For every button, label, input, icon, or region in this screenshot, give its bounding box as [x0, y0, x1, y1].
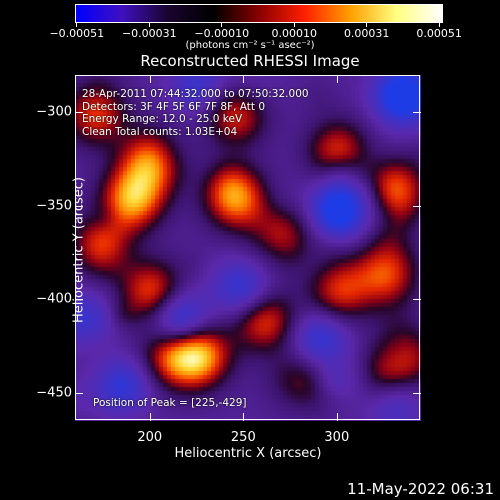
y-tick-mark: [75, 392, 83, 394]
info-counts: Clean Total counts: 1.03E+04: [82, 125, 238, 138]
x-tick-mark: [149, 75, 151, 83]
y-tick-label: −350: [36, 198, 72, 214]
y-tick-label: −400: [36, 291, 72, 307]
colorbar-tick-label: −0.00010: [194, 27, 250, 40]
info-detectors: Detectors: 3F 4F 5F 6F 7F 8F, Att 0: [82, 100, 266, 113]
x-tick-mark: [243, 75, 245, 83]
colorbar-tick: [366, 22, 368, 27]
chart-title: Reconstructed RHESSI Image: [140, 52, 360, 70]
x-tick-mark: [336, 413, 338, 421]
colorbar-tick: [76, 22, 78, 27]
y-axis-label: Heliocentric Y (arcsec): [71, 177, 87, 323]
y-tick-label: −450: [36, 385, 72, 401]
heatmap-image: [75, 75, 421, 421]
x-tick-label: 300: [324, 430, 350, 445]
y-tick-label: −300: [36, 104, 72, 120]
x-tick-mark: [243, 413, 245, 421]
y-tick-mark: [413, 205, 421, 207]
colorbar-tick: [438, 22, 440, 27]
colorbar: [75, 4, 443, 23]
info-energy: Energy Range: 12.0 - 25.0 keV: [82, 113, 243, 125]
colorbar-tick-label: −0.00051: [49, 27, 105, 40]
y-tick-mark: [75, 205, 83, 207]
x-tick-mark: [336, 75, 338, 83]
colorbar-tick: [221, 22, 223, 27]
y-tick-mark: [75, 299, 83, 301]
colorbar-units: (photons cm⁻² s⁻¹ asec⁻²): [185, 40, 315, 51]
timestamp: 11-May-2022 06:31: [347, 480, 494, 498]
x-tick-mark: [149, 413, 151, 421]
y-tick-mark: [413, 112, 421, 114]
colorbar-tick-label: 0.00010: [271, 27, 317, 40]
info-text: 28-Apr-2011 07:44:32.000 to 07:50:32.000…: [82, 88, 309, 138]
x-tick-label: 250: [230, 430, 256, 445]
colorbar-tick: [148, 22, 150, 27]
colorbar-tick-label: 0.00051: [416, 27, 462, 40]
colorbar-tick-label: 0.00031: [343, 27, 390, 40]
y-tick-mark: [413, 392, 421, 394]
info-time: 28-Apr-2011 07:44:32.000 to 07:50:32.000: [82, 88, 309, 100]
colorbar-tick-label: −0.00031: [121, 27, 177, 40]
peak-label: Position of Peak = [225,-429]: [93, 397, 247, 409]
x-tick-label: 200: [137, 430, 163, 445]
colorbar-tick: [293, 22, 295, 27]
x-axis-label: Heliocentric X (arcsec): [174, 446, 322, 461]
y-tick-mark: [75, 112, 83, 114]
y-tick-mark: [413, 299, 421, 301]
